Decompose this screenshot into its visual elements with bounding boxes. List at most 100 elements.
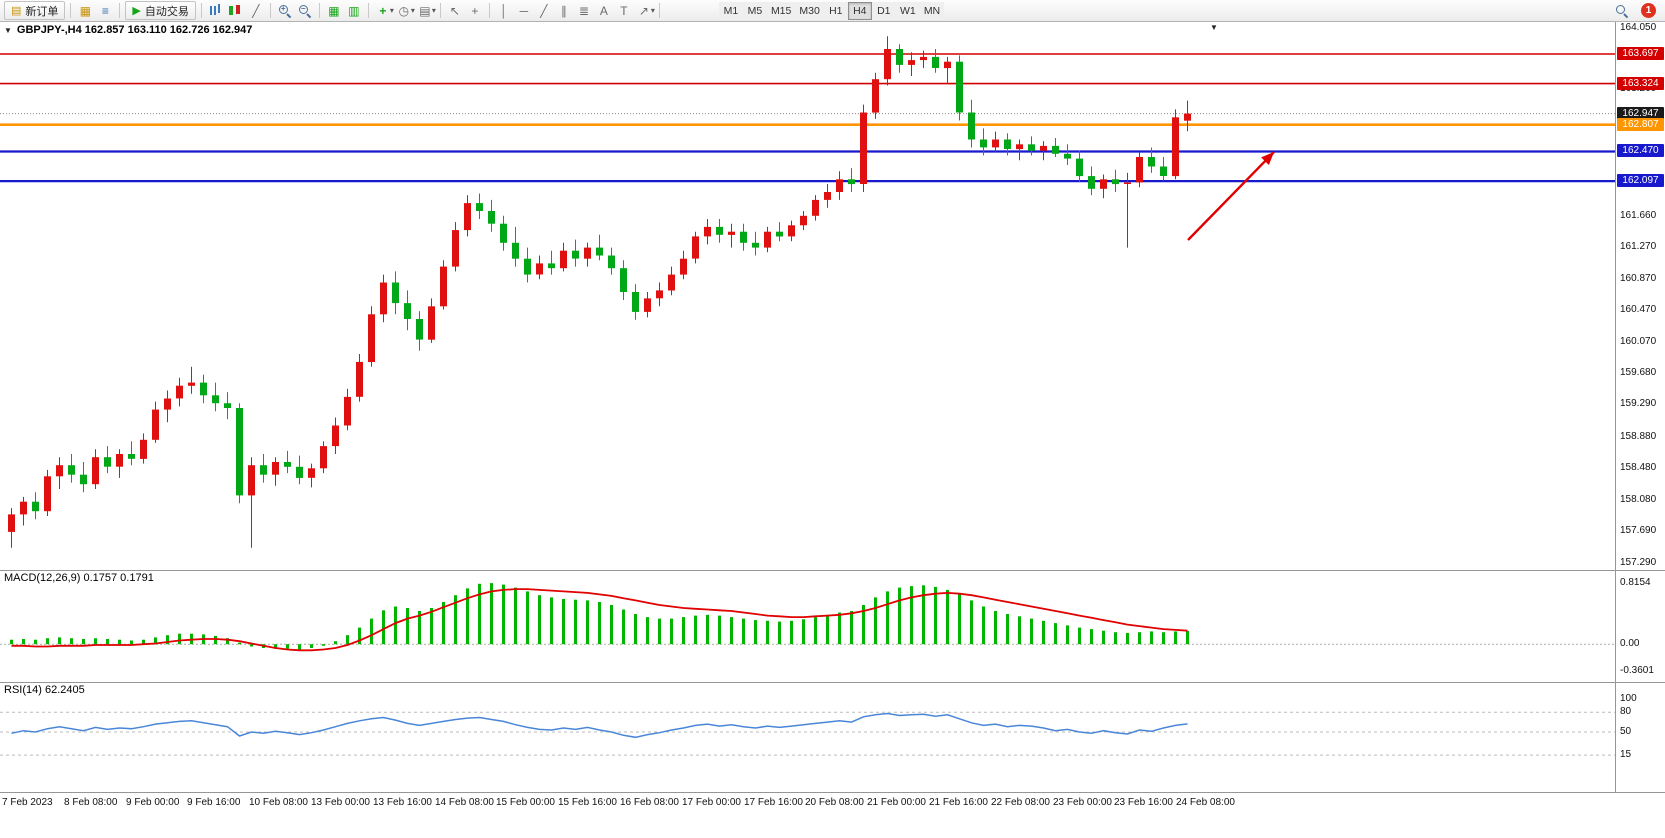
line-chart-type-icon[interactable]: ╱ — [252, 3, 260, 18]
toolbar-separator — [367, 3, 369, 18]
price-level-badge: 163.697 — [1617, 47, 1664, 60]
price-chart[interactable]: ▼ GBPJPY-,H4 162.857 163.110 162.726 162… — [0, 22, 1615, 570]
price-level-badge: 162.947 — [1617, 107, 1664, 120]
candle-body — [92, 457, 99, 485]
candle-body — [8, 514, 15, 532]
candle-body — [584, 247, 591, 259]
zoom-in-icon[interactable]: + — [275, 1, 295, 20]
autotrading-play-icon: ▶ — [132, 5, 141, 17]
vertical-line-tool-icon[interactable]: │ — [500, 3, 508, 18]
time-label: 17 Feb 00:00 — [682, 797, 741, 808]
market-watch-icon[interactable]: ≡ — [101, 3, 109, 18]
price-chart-svg[interactable] — [0, 22, 1615, 570]
fibonacci-tool-icon[interactable]: ≣ — [578, 3, 589, 18]
templates-dropdown-icon[interactable]: ▾ — [431, 6, 436, 15]
macd-svg[interactable] — [0, 571, 1615, 682]
new-order-icon: ▤ — [11, 5, 22, 17]
crosshair-tool-icon[interactable]: + — [471, 3, 479, 18]
channel-tool-icon[interactable]: ∥ — [560, 3, 567, 18]
timeframe-group: M1 M5 M15 M30 H1 H4 D1 W1 MN — [718, 1, 945, 20]
label-tool-icon[interactable]: T — [620, 3, 628, 18]
price-level-badge: 162.807 — [1617, 118, 1664, 131]
timeframe-h1[interactable]: H1 — [823, 1, 848, 20]
periods-clock-icon[interactable]: ◷ — [398, 3, 410, 18]
candle-body — [752, 242, 759, 248]
rsi-panel[interactable]: RSI(14) 62.2405 — [0, 683, 1615, 792]
templates-icon[interactable]: ▤ — [419, 3, 431, 18]
shapes-dropdown-icon[interactable]: ▾ — [650, 6, 655, 15]
add-indicator-icon[interactable]: + — [379, 3, 387, 18]
text-tool-icon[interactable]: A — [599, 3, 608, 18]
horizontal-line-tool-icon[interactable]: ─ — [519, 3, 529, 18]
candle-body — [20, 501, 27, 515]
rsi-svg[interactable] — [0, 683, 1615, 792]
candle-body — [356, 361, 363, 397]
time-label: 8 Feb 08:00 — [64, 797, 118, 808]
cursor-tool-icon[interactable]: ↖ — [449, 3, 460, 18]
candle-body — [572, 250, 579, 259]
periods-dropdown-icon[interactable]: ▾ — [410, 6, 415, 15]
candle-body — [1112, 179, 1119, 185]
candle-body — [884, 49, 891, 80]
tile-windows-icon[interactable]: ▦ — [328, 3, 340, 18]
candle-body — [536, 263, 543, 275]
arrow-tool-icon[interactable]: ↗ — [638, 3, 649, 18]
cascade-windows-icon[interactable]: ▥ — [348, 3, 360, 18]
candle-body — [716, 226, 723, 235]
time-label: 20 Feb 08:00 — [805, 797, 864, 808]
macd-panel[interactable]: MACD(12,26,9) 0.1757 0.1791 — [0, 571, 1615, 682]
candle-body — [56, 465, 63, 477]
candle-body — [932, 56, 939, 68]
price-tick: 159.290 — [1620, 398, 1657, 409]
candle-body — [392, 282, 399, 304]
price-tick: 157.290 — [1620, 557, 1657, 568]
candle-body — [1028, 144, 1035, 151]
timeframe-m15[interactable]: M15 — [766, 1, 796, 20]
candlestick-type-icon[interactable] — [226, 1, 246, 20]
candle-body — [128, 454, 135, 459]
chart-shift-marker[interactable]: ▼ — [1210, 23, 1218, 32]
trendline-tool-icon[interactable]: ╱ — [540, 3, 548, 18]
candle-body — [344, 396, 351, 426]
search-icon[interactable] — [1612, 1, 1632, 20]
timeframe-h4[interactable]: H4 — [847, 1, 872, 20]
collapse-icon[interactable]: ▼ — [4, 25, 12, 35]
timeframe-m1[interactable]: M1 — [718, 1, 743, 20]
candle-body — [1148, 157, 1155, 167]
macd-tick: 0.8154 — [1620, 577, 1651, 588]
price-tick: 160.870 — [1620, 273, 1657, 284]
rsi-tick: 50 — [1620, 726, 1632, 737]
price-tick: 161.270 — [1620, 241, 1657, 252]
timeframe-m30[interactable]: M30 — [795, 1, 824, 20]
candle-body — [848, 179, 855, 185]
timeframe-m5[interactable]: M5 — [742, 1, 767, 20]
candle-body — [224, 403, 231, 408]
notification-badge[interactable]: 1 — [1641, 3, 1656, 18]
candle-body — [380, 282, 387, 315]
candle-body — [1052, 145, 1059, 154]
candle-body — [980, 139, 987, 148]
candle-body — [260, 465, 267, 475]
autotrading-button[interactable]: ▶ 自动交易 — [125, 1, 196, 20]
timeframe-w1[interactable]: W1 — [895, 1, 920, 20]
chart-window-icon[interactable]: ▦ — [79, 3, 92, 18]
new-order-button[interactable]: ▤ 新订单 — [4, 1, 66, 20]
bar-chart-glyph — [210, 6, 213, 15]
price-axis[interactable]: 164.050163.660163.260162.860162.460162.0… — [1615, 22, 1665, 570]
timeframe-d1[interactable]: D1 — [871, 1, 896, 20]
candle-body — [728, 231, 735, 235]
time-axis[interactable]: 7 Feb 2023 8 Feb 08:00 9 Feb 00:00 9 Feb 16… — [0, 792, 1665, 814]
candle-body — [476, 203, 483, 211]
time-label: 7 Feb 2023 — [2, 797, 53, 808]
add-indicator-dropdown-icon[interactable]: ▾ — [389, 6, 394, 15]
candle-body — [140, 439, 147, 459]
toolbar-separator — [658, 3, 660, 18]
zoom-out-icon[interactable]: − — [295, 1, 315, 20]
trend-arrow-annotation[interactable] — [1187, 151, 1275, 241]
candle-body — [824, 192, 831, 200]
candle-body — [644, 298, 651, 312]
bar-chart-type-icon[interactable] — [206, 1, 226, 20]
candle-body — [212, 395, 219, 404]
candle-body — [428, 306, 435, 340]
timeframe-mn[interactable]: MN — [919, 1, 945, 20]
